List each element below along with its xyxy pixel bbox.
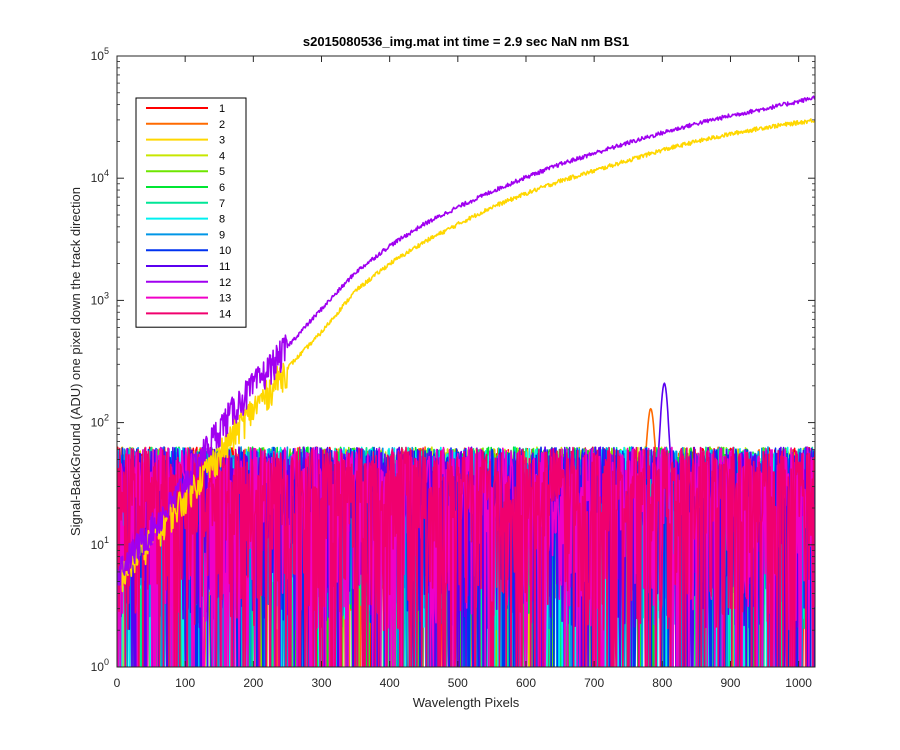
y-axis-label: Signal-BackGround (ADU) one pixel down t…: [68, 187, 83, 536]
x-tick-label: 1000: [785, 676, 812, 690]
legend-label-10: 10: [219, 245, 231, 257]
x-tick-label: 600: [516, 676, 536, 690]
x-tick-label: 300: [311, 676, 331, 690]
legend-label-7: 7: [219, 198, 225, 210]
x-tick-label: 700: [584, 676, 604, 690]
y-tick-label: 100: [91, 657, 109, 674]
legend-label-8: 8: [219, 214, 225, 226]
series-line-14: [117, 446, 815, 667]
legend-label-1: 1: [219, 103, 225, 115]
y-tick-label: 103: [91, 290, 109, 307]
y-tick-label: 102: [91, 413, 109, 430]
x-tick-label: 500: [448, 676, 468, 690]
legend-label-5: 5: [219, 166, 225, 178]
legend-label-2: 2: [219, 119, 225, 131]
legend-box: [135, 97, 247, 328]
legend-label-11: 11: [219, 261, 230, 273]
y-tick-label: 105: [91, 46, 109, 63]
y-tick-label: 101: [91, 535, 109, 552]
legend-label-13: 13: [219, 293, 231, 305]
y-tick-label: 104: [91, 168, 109, 185]
series-line-12: [117, 95, 815, 586]
chart-title: s2015080536_img.mat int time = 2.9 sec N…: [303, 34, 629, 49]
legend-label-4: 4: [219, 150, 225, 162]
x-tick-label: 400: [380, 676, 400, 690]
x-tick-label: 0: [114, 676, 121, 690]
plot-area: [116, 55, 816, 668]
x-tick-label: 100: [175, 676, 195, 690]
legend-label-14: 14: [219, 308, 231, 320]
legend-label-3: 3: [219, 135, 225, 147]
series-line-3: [117, 118, 815, 593]
series-layer: [117, 95, 815, 667]
x-axis: 0 100 200 300 400 500 600 700 800 900 1000: [114, 56, 812, 690]
x-tick-label: 900: [720, 676, 740, 690]
legend-label-6: 6: [219, 182, 225, 194]
x-axis-label: Wavelength Pixels: [413, 695, 520, 710]
legend-label-12: 12: [219, 277, 231, 289]
legend-label-9: 9: [219, 229, 225, 241]
plot-frame: [116, 55, 816, 668]
x-tick-label: 800: [652, 676, 672, 690]
x-tick-label: 200: [243, 676, 263, 690]
